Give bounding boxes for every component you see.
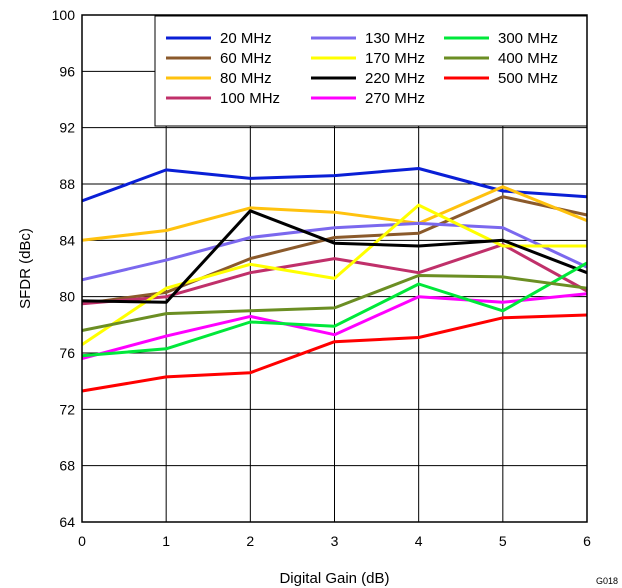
- series-line-20-mhz: [81, 167, 588, 203]
- y-tick-label: 76: [59, 345, 75, 361]
- legend-label-300-mhz: 300 MHz: [498, 30, 558, 47]
- legend-label-100-mhz: 100 MHz: [220, 90, 280, 107]
- legend-label-270-mhz: 270 MHz: [365, 90, 425, 107]
- legend-label-80-mhz: 80 MHz: [220, 70, 272, 87]
- x-tick-label: 2: [246, 533, 254, 549]
- legend-label-220-mhz: 220 MHz: [365, 70, 425, 87]
- plot-frame: [81, 14, 588, 523]
- y-tick-labels: 64 68 72 76 80 84 88 92 96 100: [52, 7, 76, 530]
- legend-label-20-mhz: 20 MHz: [220, 30, 272, 47]
- y-tick-label: 96: [59, 63, 75, 79]
- series-layer: [81, 167, 588, 393]
- series-line-270-mhz: [81, 292, 588, 361]
- legend-label-60-mhz: 60 MHz: [220, 50, 272, 67]
- x-tick-label: 5: [499, 533, 507, 549]
- series-line-80-mhz: [81, 185, 588, 242]
- x-axis-label: Digital Gain (dB): [279, 570, 389, 587]
- y-axis-label: SFDR (dBc): [17, 228, 34, 309]
- y-tick-label: 92: [59, 120, 75, 136]
- y-tick-label: 100: [52, 7, 76, 23]
- y-tick-label: 68: [59, 458, 75, 474]
- legend-label-400-mhz: 400 MHz: [498, 50, 558, 67]
- legend-label-170-mhz: 170 MHz: [365, 50, 425, 67]
- series-line-400-mhz: [81, 274, 588, 332]
- y-tick-label: 84: [59, 232, 75, 248]
- x-tick-label: 1: [162, 533, 170, 549]
- figure-code: G018: [596, 576, 618, 586]
- y-tick-label: 64: [59, 514, 75, 530]
- x-tick-labels: 0 1 2 3 4 5 6: [78, 533, 591, 549]
- series-line-300-mhz: [81, 261, 588, 358]
- legend-label-500-mhz: 500 MHz: [498, 70, 558, 87]
- legend-box: [154, 15, 588, 127]
- series-line-220-mhz: [81, 209, 588, 304]
- y-tick-label: 72: [59, 401, 75, 417]
- series-line-130-mhz: [81, 221, 588, 282]
- legend-label-130-mhz: 130 MHz: [365, 30, 425, 47]
- y-tick-label: 88: [59, 176, 75, 192]
- x-tick-label: 4: [415, 533, 423, 549]
- x-tick-label: 0: [78, 533, 86, 549]
- y-tick-label: 80: [59, 289, 75, 305]
- series-line-60-mhz: [81, 195, 588, 306]
- x-tick-label: 3: [331, 533, 339, 549]
- series-line-500-mhz: [81, 313, 588, 393]
- legend: 20 MHz 60 MHz 80 MHz 100 MHz 130 MHz 170 MHz 2…: [154, 15, 588, 127]
- series-line-170-mhz: [81, 203, 587, 346]
- x-tick-label: 6: [583, 533, 591, 549]
